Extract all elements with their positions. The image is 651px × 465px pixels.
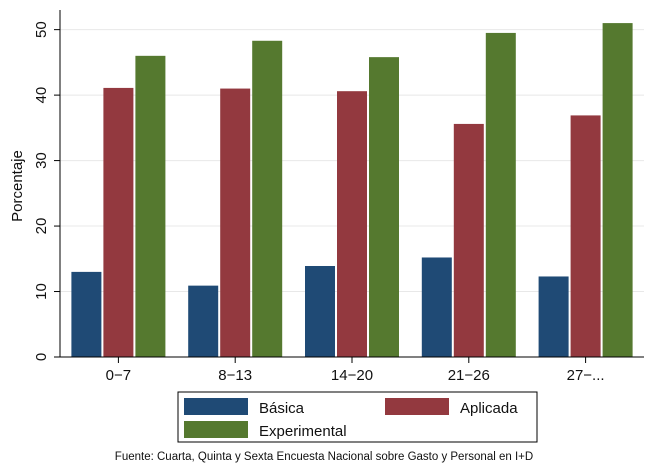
- legend-swatch-experimental: [184, 421, 248, 438]
- legend-label-aplicada: Aplicada: [460, 400, 518, 417]
- x-tick-label: 14−20: [331, 367, 373, 384]
- bar-básica: [71, 271, 102, 357]
- bar-básica: [538, 276, 569, 357]
- x-tick-label: 21−26: [448, 367, 490, 384]
- y-tick-label: 40: [33, 87, 50, 104]
- x-tick-label: 27−...: [567, 367, 605, 384]
- bar-experimental: [252, 40, 283, 357]
- legend-label-básica: Básica: [259, 400, 305, 417]
- y-tick-label: 30: [33, 152, 50, 169]
- y-ticks: 0 10 20 30 40 50: [33, 21, 60, 361]
- bar-experimental: [369, 57, 399, 358]
- legend: Básica Aplicada Experimental: [177, 391, 538, 443]
- x-ticks: 0−7 8−13 14−20 21−26 27−...: [106, 357, 605, 384]
- bar-experimental: [485, 32, 516, 357]
- bar-aplicada: [337, 91, 367, 357]
- legend-swatch-básica: [184, 398, 248, 415]
- y-tick-label: 50: [33, 21, 50, 38]
- y-tick-label: 10: [33, 283, 50, 300]
- bar-experimental: [135, 55, 166, 357]
- bar-básica: [421, 257, 452, 357]
- y-tick-label: 20: [33, 218, 50, 235]
- bar-básica: [305, 265, 335, 357]
- x-tick-label: 8−13: [218, 367, 252, 384]
- y-tick-label: 0: [33, 353, 50, 361]
- bar-aplicada: [220, 88, 251, 357]
- x-tick-label: 0−7: [106, 367, 131, 384]
- bars: [71, 23, 633, 358]
- bar-aplicada: [570, 115, 601, 358]
- bar-aplicada: [453, 123, 484, 358]
- legend-swatch-aplicada: [385, 398, 449, 415]
- bar-básica: [188, 285, 219, 357]
- y-axis-label: Porcentaje: [9, 150, 26, 222]
- bar-experimental: [602, 23, 633, 358]
- bar-aplicada: [103, 87, 134, 358]
- legend-label-experimental: Experimental: [259, 423, 347, 440]
- source-note: Fuente: Cuarta, Quinta y Sexta Encuesta …: [115, 451, 533, 463]
